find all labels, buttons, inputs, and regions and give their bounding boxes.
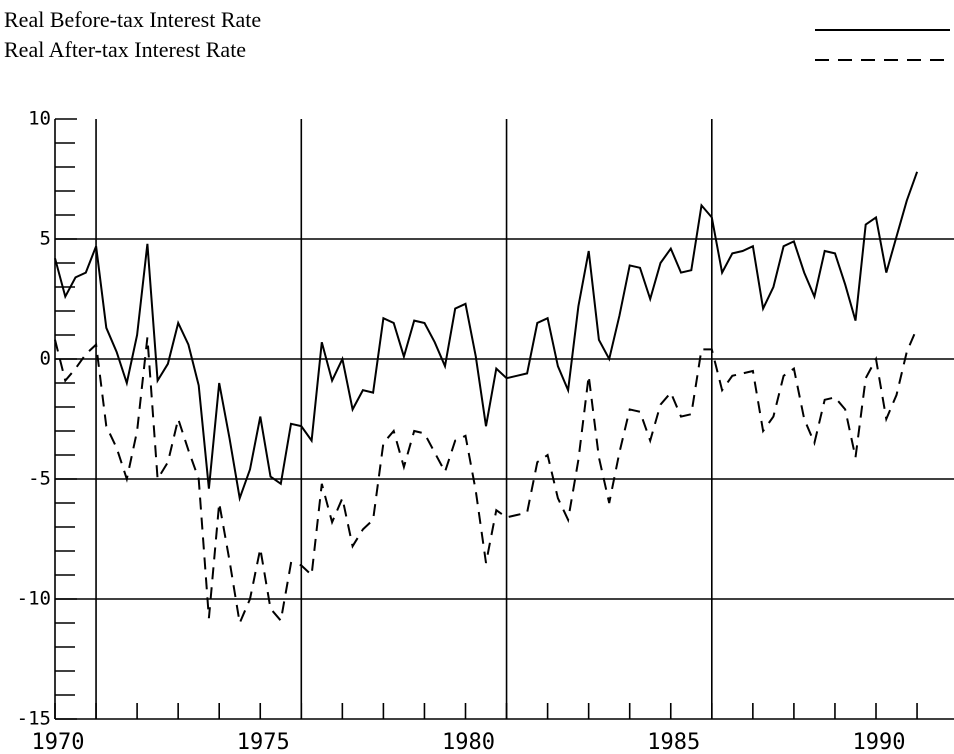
y-tick-label: 10	[28, 108, 51, 130]
x-tick-label: 1975	[237, 730, 290, 754]
series-line	[54, 327, 919, 627]
x-tick-label: 1990	[853, 730, 906, 754]
legend-label: Real Before-tax Interest Rate	[4, 7, 261, 32]
y-tick-label: 0	[40, 348, 51, 370]
series-line	[54, 171, 919, 503]
x-tick-label: 1970	[32, 730, 85, 754]
y-tick-label: -15	[17, 708, 51, 730]
y-tick-label: -10	[17, 588, 51, 610]
y-tick-label: -5	[28, 468, 51, 490]
y-tick-label: 5	[40, 228, 51, 250]
x-tick-label: 1980	[442, 730, 495, 754]
x-tick-label: 1985	[647, 730, 700, 754]
legend-label: Real After-tax Interest Rate	[4, 37, 246, 62]
